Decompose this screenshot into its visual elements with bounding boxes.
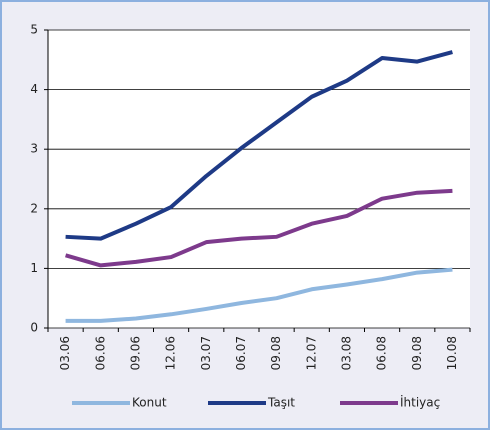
- series-line: [65, 267, 453, 323]
- y-tick-label: 5: [30, 23, 38, 37]
- series-line: [65, 188, 453, 268]
- x-tick-label: 06.06: [93, 336, 107, 370]
- y-tick-label: 0: [30, 321, 38, 335]
- legend-label: Taşıt: [267, 396, 295, 410]
- x-tick-label: 09.08: [269, 336, 283, 370]
- x-tick-label: 09.08: [410, 336, 424, 370]
- y-tick-label: 3: [30, 142, 38, 156]
- x-tick-label: 09.06: [128, 336, 142, 370]
- x-tick-label: 03.06: [58, 336, 72, 370]
- plot-area: [48, 30, 470, 328]
- x-tick-label: 06.07: [234, 336, 248, 370]
- y-tick-label: 1: [30, 261, 38, 275]
- x-tick-label: 12.07: [304, 336, 318, 370]
- x-tick-label: 12.06: [164, 336, 178, 370]
- x-tick-label: 06.08: [375, 336, 389, 370]
- series-line: [65, 50, 453, 241]
- y-tick-label: 4: [30, 82, 38, 96]
- legend-label: Konut: [132, 396, 167, 410]
- x-tick-label: 03.07: [199, 336, 213, 370]
- x-tick-label: 10.08: [445, 336, 459, 370]
- legend-label: İhtiyaç: [400, 395, 440, 410]
- y-tick-label: 2: [30, 201, 38, 215]
- x-tick-label: 03.08: [339, 336, 353, 370]
